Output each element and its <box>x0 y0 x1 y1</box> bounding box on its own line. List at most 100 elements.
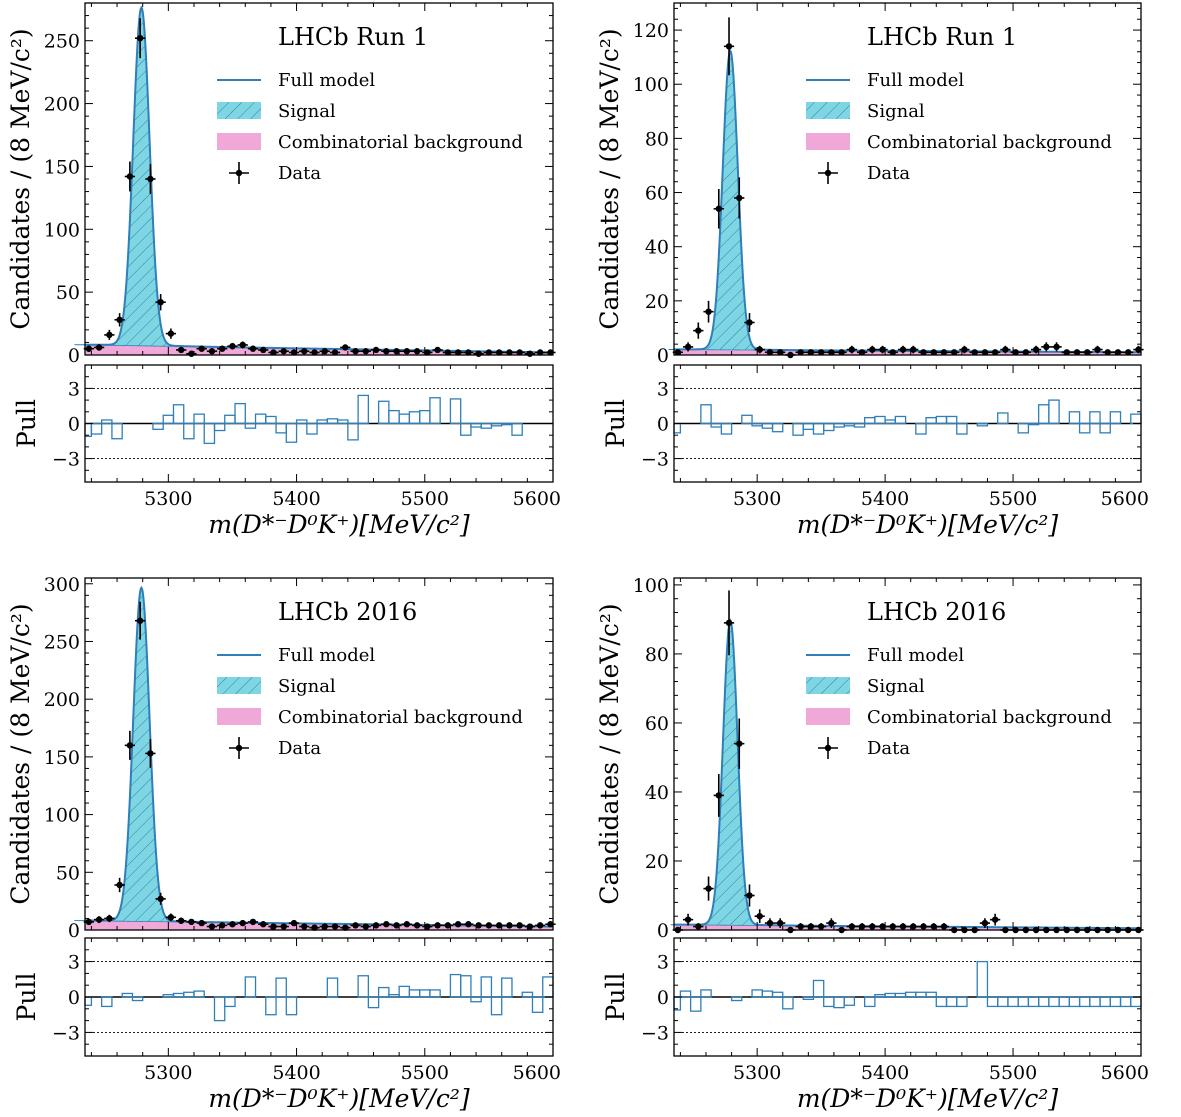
data-point <box>1112 349 1124 356</box>
data-point-marker <box>506 349 513 356</box>
data-point <box>114 313 125 327</box>
data-point <box>1123 349 1134 356</box>
data-point <box>795 349 806 356</box>
data-point <box>494 922 505 929</box>
data-point <box>713 189 724 229</box>
y-tick-label: 60 <box>645 183 669 205</box>
data-point <box>1061 349 1072 356</box>
pull-bar <box>101 419 113 425</box>
data-point <box>693 322 704 339</box>
y-tick-label: 250 <box>44 31 80 53</box>
data-point <box>1051 342 1062 352</box>
data-point <box>877 923 888 930</box>
pull-bar <box>894 415 907 425</box>
data-point-marker <box>157 299 164 306</box>
x-tick-label: 5500 <box>401 1062 449 1084</box>
data-point <box>391 348 402 355</box>
pull-bar <box>1027 996 1040 1008</box>
data-point <box>887 349 898 356</box>
data-point-marker <box>756 912 763 920</box>
pull-y-tick-label: 3 <box>657 952 669 974</box>
data-point <box>299 923 310 930</box>
pull-y-tick-label: 0 <box>68 414 80 436</box>
pull-bar <box>1017 422 1030 434</box>
data-point <box>867 345 878 354</box>
data-point <box>176 346 187 354</box>
pull-y-tick-label: −3 <box>52 1022 80 1044</box>
pull-y-tick-label: 3 <box>68 952 80 974</box>
data-point-marker <box>106 915 113 922</box>
pull-bar <box>751 989 763 998</box>
data-point <box>856 349 868 356</box>
pull-bar <box>710 422 722 428</box>
data-point-marker <box>444 349 452 356</box>
data-point-marker <box>321 923 328 930</box>
pull-bar <box>234 402 246 425</box>
pull-bar <box>244 422 257 429</box>
data-point-marker <box>766 919 774 927</box>
data-point <box>442 922 453 929</box>
data-point-marker <box>797 923 804 930</box>
data-point-marker <box>869 923 876 930</box>
panel-run1-top-right: 0 20 40 60 80 100 120 5300 5400 5500 5600 LHCb Run … <box>595 2 1149 539</box>
data-point-marker <box>1125 349 1132 356</box>
pull-bar <box>419 409 431 425</box>
data-point <box>268 923 279 930</box>
data-point-marker <box>981 919 989 927</box>
data-point <box>908 923 919 930</box>
x-tick-label: 5300 <box>733 1062 781 1084</box>
pull-bar <box>925 416 937 425</box>
data-point-marker <box>403 921 411 928</box>
data-point-marker <box>920 923 927 930</box>
pull-bar <box>480 976 493 998</box>
data-point-marker <box>372 346 380 354</box>
data-point-marker <box>547 921 554 928</box>
data-point-marker <box>383 921 390 928</box>
data-point-marker <box>817 349 825 356</box>
data-point-marker <box>188 918 195 926</box>
data-point-marker <box>766 349 774 356</box>
data-point <box>155 294 166 311</box>
pull-bar <box>152 422 164 430</box>
data-point-marker <box>1084 349 1091 356</box>
data-point-marker <box>684 916 692 923</box>
data-point <box>775 918 786 928</box>
data-point <box>979 918 991 928</box>
pull-bar <box>326 977 339 998</box>
data-point <box>928 349 939 356</box>
data-point-marker <box>239 919 246 927</box>
data-point <box>258 921 269 928</box>
data-point-marker <box>290 919 298 927</box>
data-point-marker <box>198 919 205 927</box>
pull-panel: −3 0 3 Pull <box>12 937 554 1057</box>
x-tick-label: 5300 <box>144 1062 192 1084</box>
y-tick-label: 20 <box>645 291 669 313</box>
data-point-marker <box>301 923 308 930</box>
data-point <box>744 884 755 907</box>
pull-bar <box>730 996 743 1002</box>
pull-bar <box>162 993 175 998</box>
pull-bar <box>802 996 815 1001</box>
data-point-marker <box>352 348 359 355</box>
data-point <box>278 923 289 930</box>
pull-bar <box>802 422 815 430</box>
data-point-marker <box>828 919 835 927</box>
data-point <box>124 730 136 760</box>
data-point-marker <box>495 349 503 356</box>
data-point <box>514 922 525 929</box>
data-point <box>432 922 443 929</box>
data-point-marker <box>1114 349 1122 356</box>
data-point-marker <box>424 349 431 356</box>
data-point-marker <box>85 918 93 926</box>
data-point <box>494 349 505 356</box>
data-point <box>93 344 105 351</box>
full-model-line <box>84 5 554 354</box>
pull-axis-label: Pull <box>12 399 41 448</box>
data-point <box>734 177 745 219</box>
pull-bar <box>833 422 845 428</box>
data-point <box>319 923 330 930</box>
pull-panel: −3 0 3 Pull <box>12 364 554 483</box>
x-tick-label: 5600 <box>1101 488 1149 510</box>
data-point <box>196 919 207 927</box>
data-point <box>1092 345 1103 354</box>
